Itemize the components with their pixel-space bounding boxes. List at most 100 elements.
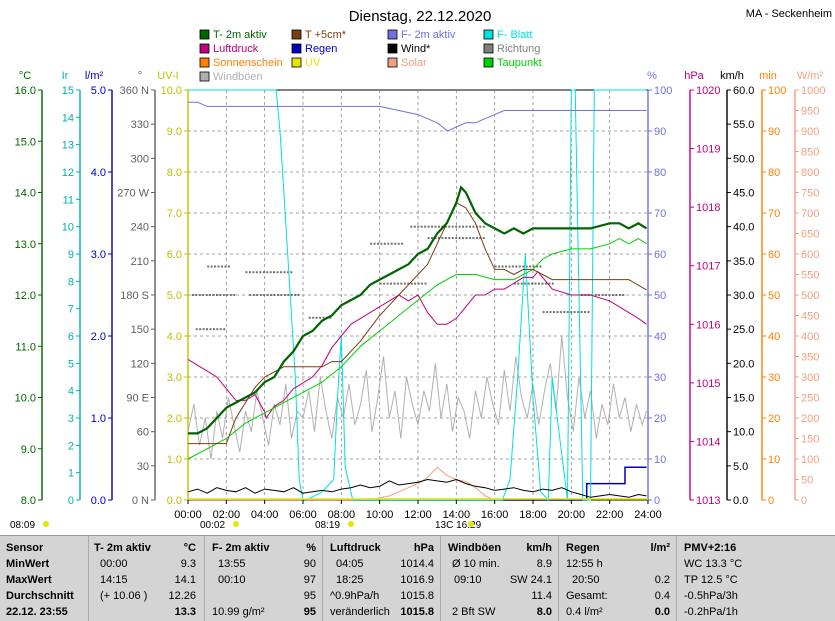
stats-windchill: WC 13.3 °C — [684, 558, 743, 570]
stats-temp-current: 13.3 — [174, 606, 196, 618]
series-f-2m-aktiv — [188, 101, 647, 132]
wind-direction-dot — [472, 237, 475, 240]
axis-tick-label-sun: 0 — [768, 495, 774, 507]
axis-tick-label-uv: 10.0 — [161, 85, 182, 97]
axis-tick-label-wind: 55.0 — [733, 119, 754, 131]
wind-direction-dot — [198, 294, 201, 296]
wind-direction-dot — [482, 237, 485, 240]
axis-tick-label-hum: 50 — [654, 290, 666, 302]
stats-wind-avg10: 8.9 — [536, 558, 552, 570]
value-axes: 8.09.010.011.012.013.014.015.016.0012345… — [15, 85, 826, 507]
x-tick-label: 18:00 — [519, 509, 547, 521]
wind-direction-dot — [273, 271, 276, 274]
wind-direction-dot — [245, 271, 248, 274]
legend-swatch — [387, 43, 398, 54]
wind-direction-dot — [448, 225, 451, 228]
x-tick-label: 06:00 — [289, 509, 317, 521]
wind-direction-dot — [498, 265, 501, 268]
stats-wind-bft: 2 Bft SW — [452, 606, 496, 618]
marker-label: 13C 16:29 — [435, 520, 482, 531]
axis-tick-label-sun: 40 — [768, 331, 780, 343]
stats-dewpoint: TP 12.5 °C — [684, 574, 738, 586]
axis-tick-label-uv: 7.0 — [167, 208, 182, 220]
wind-direction-dot — [290, 294, 293, 296]
wind-direction-dot — [598, 294, 601, 296]
axis-tick-label-dir: 360 N — [120, 85, 149, 97]
stats-press-unit: hPa — [413, 542, 434, 554]
chart-date-title: Dienstag, 22.12.2020 — [349, 8, 492, 25]
axis-tick-label-temp: 14.0 — [15, 188, 36, 200]
axis-tick-label-ir: 10 — [62, 222, 74, 234]
wind-direction-dot — [534, 282, 537, 285]
stats-rain-current: 0.0 — [654, 606, 670, 618]
wind-direction-dot — [605, 294, 608, 296]
wind-direction-dot — [283, 294, 286, 296]
stats-temp-min: 9.3 — [180, 558, 196, 570]
axis-tick-label-temp: 11.0 — [15, 341, 36, 353]
stats-hum-max-time: 00:10 — [218, 574, 246, 586]
wind-direction-dot — [417, 225, 420, 228]
stats-rain-title: Regen — [566, 542, 600, 554]
wind-direction-dot — [297, 294, 300, 296]
legend-label: T- 2m aktiv — [213, 29, 267, 41]
wind-direction-dot — [431, 237, 434, 240]
axis-tick-label-uv: 0.0 — [167, 495, 182, 507]
stats-hum-abs: 10.99 g/m² — [212, 606, 265, 618]
axis-tick-label-ir: 14 — [62, 112, 74, 124]
legend-swatch — [291, 57, 302, 68]
wind-direction-dot — [312, 316, 315, 319]
wind-direction-dot — [394, 242, 397, 245]
legend-label: Sonnenschein — [213, 57, 283, 69]
wind-direction-dot — [417, 282, 420, 285]
wind-direction-dot — [537, 282, 540, 285]
wind-direction-dot — [209, 294, 212, 296]
axis-tick-label-uv: 6.0 — [167, 249, 182, 261]
wind-direction-dot — [222, 294, 225, 296]
axis-tick-label-dir: 120 — [131, 358, 149, 370]
stats-press-trend: ^0.9hPa/h — [330, 590, 380, 602]
stats-rain-unit: l/m² — [650, 542, 670, 554]
stats-label-min: MinWert — [6, 558, 50, 570]
stats-press-current: 1015.8 — [400, 606, 434, 618]
stats-rain-duration: 12:55 h — [566, 558, 603, 570]
wind-direction-dot — [551, 282, 554, 285]
axis-tick-label-sun: 60 — [768, 249, 780, 261]
wind-direction-dot — [451, 237, 454, 240]
stats-press-3h: -0.5hPa/3h — [684, 590, 738, 602]
axis-tick-label-press: 1013 — [696, 495, 720, 507]
wind-direction-dot — [427, 225, 430, 228]
stats-hum-title: F- 2m aktiv — [212, 542, 270, 554]
wind-direction-dot — [370, 242, 373, 245]
marker-sun-icon — [43, 521, 49, 527]
wind-direction-dot — [587, 311, 590, 314]
stats-temp-unit: °C — [183, 542, 196, 554]
wind-direction-dot — [255, 271, 258, 274]
axis-tick-label-sun: 10 — [768, 454, 780, 466]
axis-tick-label-wind: 5.0 — [733, 461, 748, 473]
wind-direction-dot — [270, 294, 273, 296]
wind-direction-dot — [376, 242, 379, 245]
wind-direction-dot — [548, 282, 551, 285]
wind-direction-dot — [280, 271, 282, 274]
axis-tick-label-dir: 60 — [137, 427, 149, 439]
wind-direction-dot — [248, 271, 251, 274]
legend-label: Luftdruck — [213, 43, 259, 55]
stats-col-temp: T- 2m aktiv °C 00:00 9.3 14:15 14.1 (+ 1… — [88, 536, 205, 621]
stats-hum-avg: 95 — [303, 590, 316, 602]
axis-tick-label-solar: 700 — [801, 208, 819, 220]
wind-direction-dot — [319, 316, 322, 319]
stats-press-title: Luftdruck — [330, 542, 381, 554]
wind-direction-dot — [549, 311, 552, 314]
legend-label: T +5cm* — [305, 29, 347, 41]
unit-label-hum: % — [647, 70, 657, 82]
axis-tick-label-solar: 300 — [801, 372, 819, 384]
wind-direction-dot — [322, 316, 325, 319]
weather-chart: Dienstag, 22.12.2020 MA - Seckenheim T- … — [10, 8, 832, 531]
wind-direction-dot — [220, 265, 223, 268]
x-tick-label: 08:00 — [328, 509, 356, 521]
wind-direction-dot — [482, 225, 485, 228]
wind-direction-dot — [532, 265, 535, 268]
wind-direction-dot — [259, 294, 262, 296]
wind-direction-dot — [462, 237, 465, 240]
wind-direction-dot — [517, 282, 520, 285]
